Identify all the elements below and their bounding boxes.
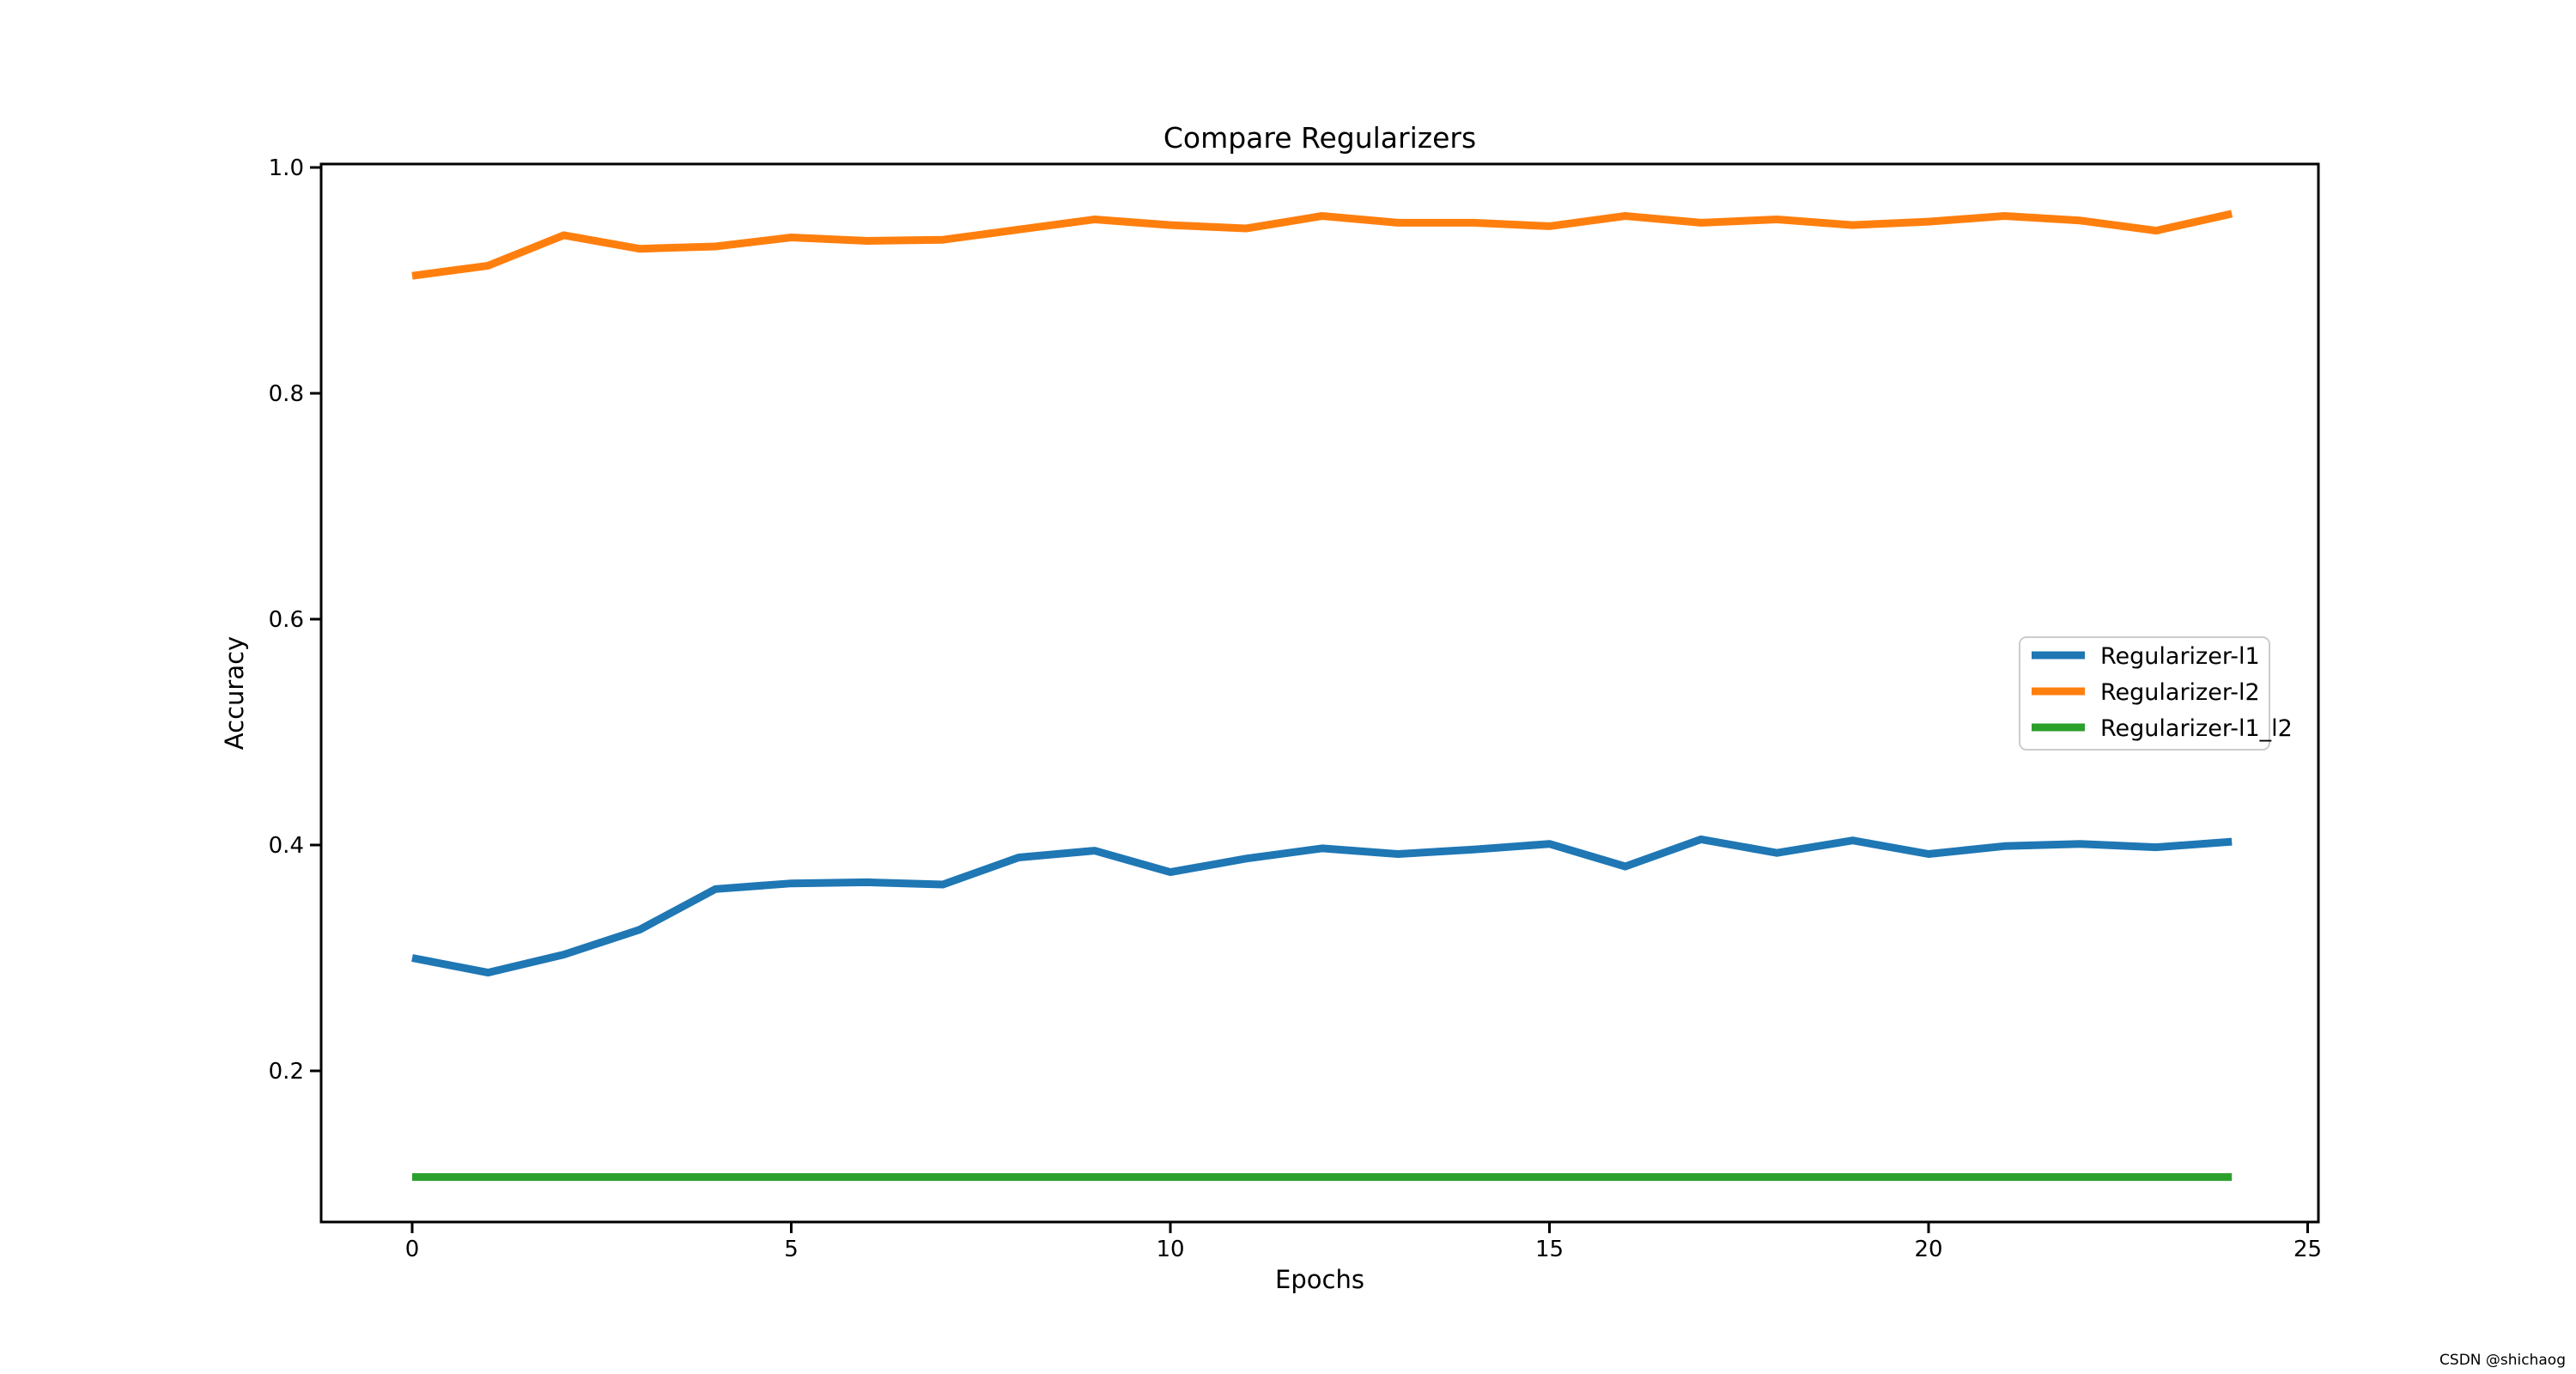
legend-box (2019, 636, 2270, 751)
legend: Regularizer-l1 Regularizer-l2 Regularizer-… (2019, 636, 2293, 751)
plot-area-border (319, 162, 2320, 1224)
y-tick-label: 0.6 (269, 607, 304, 633)
series-line-regularizer-l2 (411, 210, 2233, 280)
x-tick-label: 15 (1535, 1237, 1564, 1262)
series-lines (411, 210, 2233, 1182)
y-tick-label: 0.2 (269, 1059, 304, 1085)
legend-label: Regularizer-l1 (2100, 643, 2260, 670)
x-tick-label: 20 (1914, 1237, 1942, 1262)
legend-label: Regularizer-l2 (2100, 679, 2260, 706)
x-tick-label: 10 (1156, 1237, 1184, 1262)
watermark: CSDN @shichaog (2439, 1352, 2566, 1369)
y-tick-label: 0.4 (269, 833, 304, 859)
y-tick-label: 0.8 (269, 381, 304, 407)
x-axis-ticks: 0 5 10 15 20 25 (405, 1223, 2322, 1262)
legend-item: Regularizer-l2 (2032, 679, 2260, 706)
y-axis-ticks: 0.2 0.4 0.6 0.8 1.0 (269, 155, 320, 1085)
x-tick-label: 0 (405, 1237, 420, 1262)
chart-title: Compare Regularizers (1163, 121, 1476, 155)
y-tick-label: 1.0 (269, 155, 304, 181)
y-axis-label: Accuracy (220, 636, 249, 750)
series-line-regularizer-l1 (411, 835, 2233, 977)
x-axis-label: Epochs (1275, 1265, 1364, 1294)
legend-label: Regularizer-l1_l2 (2100, 715, 2293, 742)
x-tick-label: 5 (784, 1237, 799, 1262)
legend-item: Regularizer-l1_l2 (2032, 715, 2293, 742)
x-tick-label: 25 (2293, 1237, 2322, 1262)
legend-item: Regularizer-l1 (2032, 643, 2260, 670)
